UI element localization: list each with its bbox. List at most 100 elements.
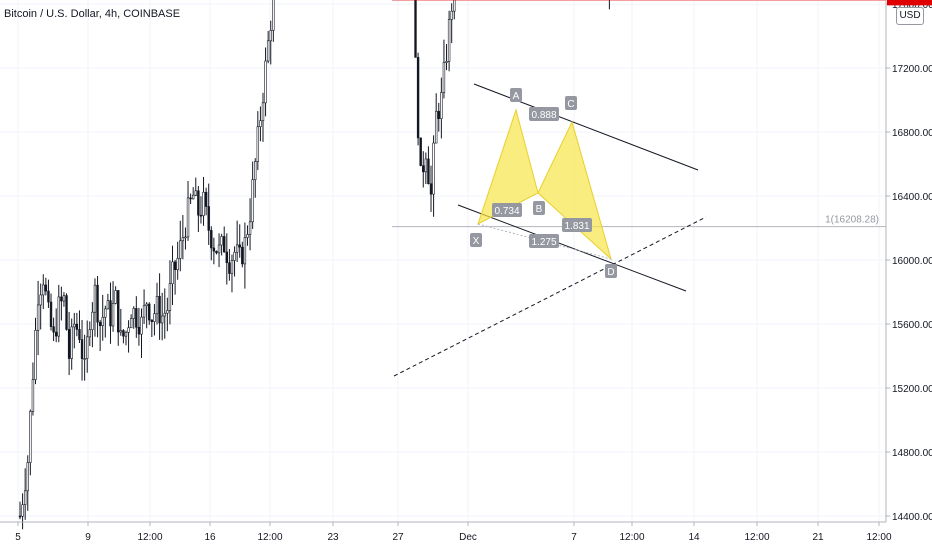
candle-body bbox=[42, 284, 45, 296]
candle-body bbox=[269, 30, 272, 42]
candle-body bbox=[155, 296, 159, 315]
candle-body bbox=[266, 40, 270, 62]
harmonic-point-box bbox=[565, 96, 577, 110]
candle-body bbox=[445, 61, 448, 63]
candle-body bbox=[142, 305, 146, 318]
candle-body bbox=[101, 316, 104, 326]
time-tick-label: 12:00 bbox=[866, 532, 891, 543]
price-tick-label: 16800.00 bbox=[892, 128, 932, 139]
candle-body bbox=[235, 244, 239, 253]
price-tick-label: 14400.00 bbox=[892, 512, 932, 523]
candle-body bbox=[254, 161, 257, 180]
candle-body bbox=[36, 304, 40, 331]
trend-line-dashed bbox=[393, 216, 707, 377]
candle-body bbox=[62, 295, 66, 302]
candle-body bbox=[272, 0, 275, 31]
harmonic-point-box bbox=[605, 264, 617, 278]
candle-body bbox=[137, 326, 141, 335]
time-tick-label: 12:00 bbox=[744, 532, 769, 543]
candle-body bbox=[117, 290, 120, 333]
candle-body bbox=[427, 158, 430, 185]
candle-body bbox=[31, 379, 35, 412]
candle-body bbox=[67, 329, 71, 359]
candle-body bbox=[238, 244, 241, 248]
candle-body bbox=[414, 0, 417, 58]
ratio-box bbox=[529, 234, 559, 248]
candle-body bbox=[158, 296, 161, 324]
candle-body bbox=[225, 251, 228, 264]
candle-body bbox=[150, 319, 154, 322]
candle-body bbox=[173, 261, 177, 271]
channel-lower-line bbox=[457, 204, 687, 292]
price-tick-label: 17200.00 bbox=[892, 64, 932, 75]
candle-body bbox=[96, 284, 99, 323]
candle-body bbox=[437, 110, 440, 119]
candle-body bbox=[78, 329, 81, 340]
time-tick-label: 14 bbox=[688, 532, 700, 543]
candle-body bbox=[91, 311, 94, 331]
time-axis[interactable]: 5 9 12:00 16 12:00 23 27 Dec 7 12:00 14 12:00 21 12:0… bbox=[0, 521, 892, 543]
candle-body bbox=[163, 312, 166, 317]
fib-label-1: 1(16208.28) bbox=[825, 215, 879, 226]
candle-body bbox=[419, 137, 422, 166]
candle-body bbox=[259, 120, 262, 128]
candle-body bbox=[186, 197, 190, 238]
candle-body bbox=[129, 318, 133, 329]
time-tick-label: 27 bbox=[392, 532, 404, 543]
price-axis[interactable]: 14400.00 14800.00 15200.00 15600.00 16000.00… bbox=[0, 0, 932, 523]
candle-body bbox=[83, 358, 86, 360]
harmonic-point-d: D bbox=[607, 267, 614, 278]
candle-body bbox=[153, 313, 156, 322]
price-tick-label: 17600.00 bbox=[892, 0, 932, 11]
candle-body bbox=[140, 316, 143, 335]
candle-body bbox=[111, 303, 115, 327]
candle-body bbox=[23, 490, 27, 506]
candle-body bbox=[145, 303, 148, 307]
ratio-label: 1.275 bbox=[531, 237, 556, 248]
candle-body bbox=[109, 300, 112, 327]
time-tick-label: 12:00 bbox=[137, 532, 162, 543]
chart-title: Bitcoin / U.S. Dollar, 4h, COINBASE bbox=[4, 8, 181, 20]
ratio-box bbox=[492, 203, 522, 217]
chart-grid bbox=[0, 0, 886, 522]
currency-button[interactable]: USD bbox=[896, 7, 924, 25]
candle-body bbox=[171, 261, 174, 285]
harmonic-point-box bbox=[533, 201, 545, 215]
candle-body bbox=[453, 0, 456, 12]
candle-body bbox=[429, 183, 433, 195]
ratio-label: 1.831 bbox=[564, 221, 589, 232]
candle-body bbox=[18, 515, 22, 518]
candle-body bbox=[210, 230, 213, 249]
candle-body bbox=[39, 294, 42, 306]
candle-body bbox=[114, 290, 117, 304]
harmonic-point-b: B bbox=[536, 204, 543, 215]
candle-body bbox=[202, 191, 205, 216]
candle-body bbox=[54, 331, 58, 337]
candle-body bbox=[215, 250, 218, 254]
candle-body bbox=[65, 295, 68, 330]
price-tick-label: 16000.00 bbox=[892, 256, 932, 267]
candle-body bbox=[207, 206, 210, 231]
candle-body bbox=[135, 308, 138, 328]
candle-body bbox=[261, 102, 265, 122]
candle-body bbox=[217, 244, 221, 254]
candle-body bbox=[256, 126, 260, 162]
candle-body bbox=[184, 236, 187, 239]
candle-body bbox=[44, 284, 48, 292]
candle-body bbox=[191, 194, 195, 200]
candle-body bbox=[243, 237, 247, 265]
candle-body bbox=[442, 62, 446, 93]
time-tick-label: 16 bbox=[204, 532, 216, 543]
candle-body bbox=[422, 165, 425, 173]
harmonic-point-box bbox=[510, 88, 522, 102]
candle-body bbox=[440, 92, 443, 119]
candle-body bbox=[251, 179, 254, 223]
time-tick-label: 5 bbox=[15, 532, 21, 543]
candle-body bbox=[424, 158, 428, 173]
candle-body bbox=[432, 142, 435, 195]
candle-body bbox=[233, 251, 236, 261]
time-tick-label: 12:00 bbox=[257, 532, 282, 543]
candle-body bbox=[197, 190, 200, 216]
candle-body bbox=[434, 110, 438, 144]
